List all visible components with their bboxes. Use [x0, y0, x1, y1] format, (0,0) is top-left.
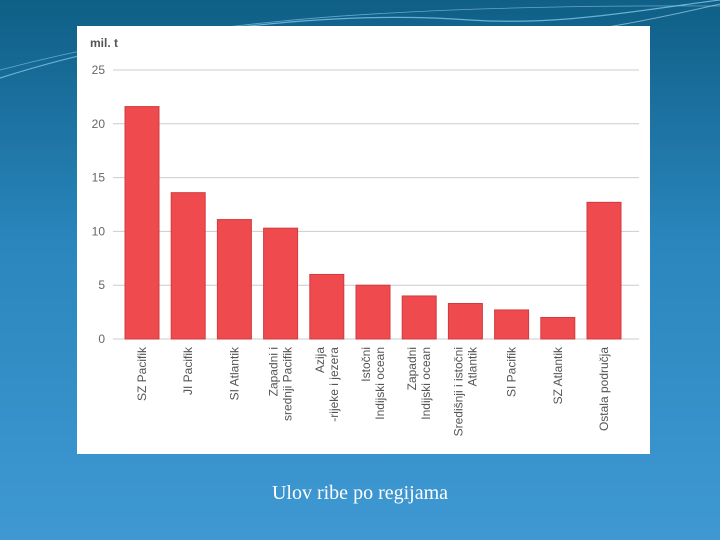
x-tick-label-line: Atlantik: [465, 346, 479, 386]
bar: [170, 192, 206, 340]
x-tick-label-line: -rijeke i jezera: [327, 347, 341, 422]
x-tick-label-line: Indijski ocean: [419, 347, 433, 420]
y-tick-label: 10: [92, 224, 106, 238]
x-tick-label: Zapadni Indijski ocean: [405, 347, 433, 420]
y-tick-label: 20: [92, 117, 106, 131]
x-tick-label-line: SI Pacifik: [505, 346, 519, 397]
x-tick-label-line: Istočni: [359, 347, 373, 382]
x-tick-label: Azija -rijeke i jezera: [313, 347, 341, 422]
x-tick-label-line: Središnji i istočni: [451, 347, 465, 436]
x-tick-label-line: JI Pacifik: [181, 346, 195, 395]
y-tick-label: 0: [98, 332, 105, 346]
x-tick-label-line: Indijski ocean: [373, 347, 387, 420]
x-tick-label-line: SI Atlantik: [227, 346, 241, 400]
x-tick-label-line: Ostala područja: [597, 347, 611, 431]
bar: [355, 284, 391, 340]
bar: [540, 316, 576, 340]
bar: [586, 201, 622, 340]
chart-card: 0 5 10 15 20 25 SZ Pacifik JI Pacifik SI Atlanti…: [77, 26, 650, 454]
bar: [401, 295, 437, 340]
bar-chart: 0 5 10 15 20 25 SZ Pacifik JI Pacifik SI Atlanti…: [90, 36, 639, 436]
y-tick-label: 5: [98, 278, 105, 292]
x-tick-label-line: SZ Atlantik: [551, 346, 565, 404]
bar: [216, 219, 252, 340]
bar: [447, 302, 483, 340]
x-tick-label: Zapadni i srednji Pacifik: [267, 346, 295, 421]
x-tick-label: SZ Pacifik: [135, 346, 149, 401]
x-tick-label-line: SZ Pacifik: [135, 346, 149, 401]
x-tick-label: JI Pacifik: [181, 346, 195, 395]
slide-caption: Ulov ribe po regijama: [271, 482, 449, 504]
x-tick-label: Istočni Indijski ocean: [359, 347, 387, 420]
x-tick-label: Ostala područja: [597, 347, 611, 431]
bar: [494, 309, 530, 340]
x-tick-label-line: srednji Pacifik: [281, 346, 295, 421]
x-tick-label-line: Zapadni i: [267, 347, 281, 396]
y-tick-label: 15: [92, 171, 106, 185]
bar: [309, 273, 345, 340]
x-tick-label-line: Zapadni: [405, 347, 419, 390]
x-tick-label: SI Pacifik: [505, 346, 519, 397]
x-tick-label: Središnji i istočni Atlantik: [451, 346, 479, 436]
bar: [263, 227, 299, 340]
x-tick-label: SI Atlantik: [227, 346, 241, 400]
x-tick-label: SZ Atlantik: [551, 346, 565, 404]
y-unit-label: mil. t: [90, 36, 118, 50]
bar: [124, 106, 160, 340]
x-tick-label-line: Azija: [313, 347, 327, 373]
y-tick-label: 25: [92, 63, 106, 77]
